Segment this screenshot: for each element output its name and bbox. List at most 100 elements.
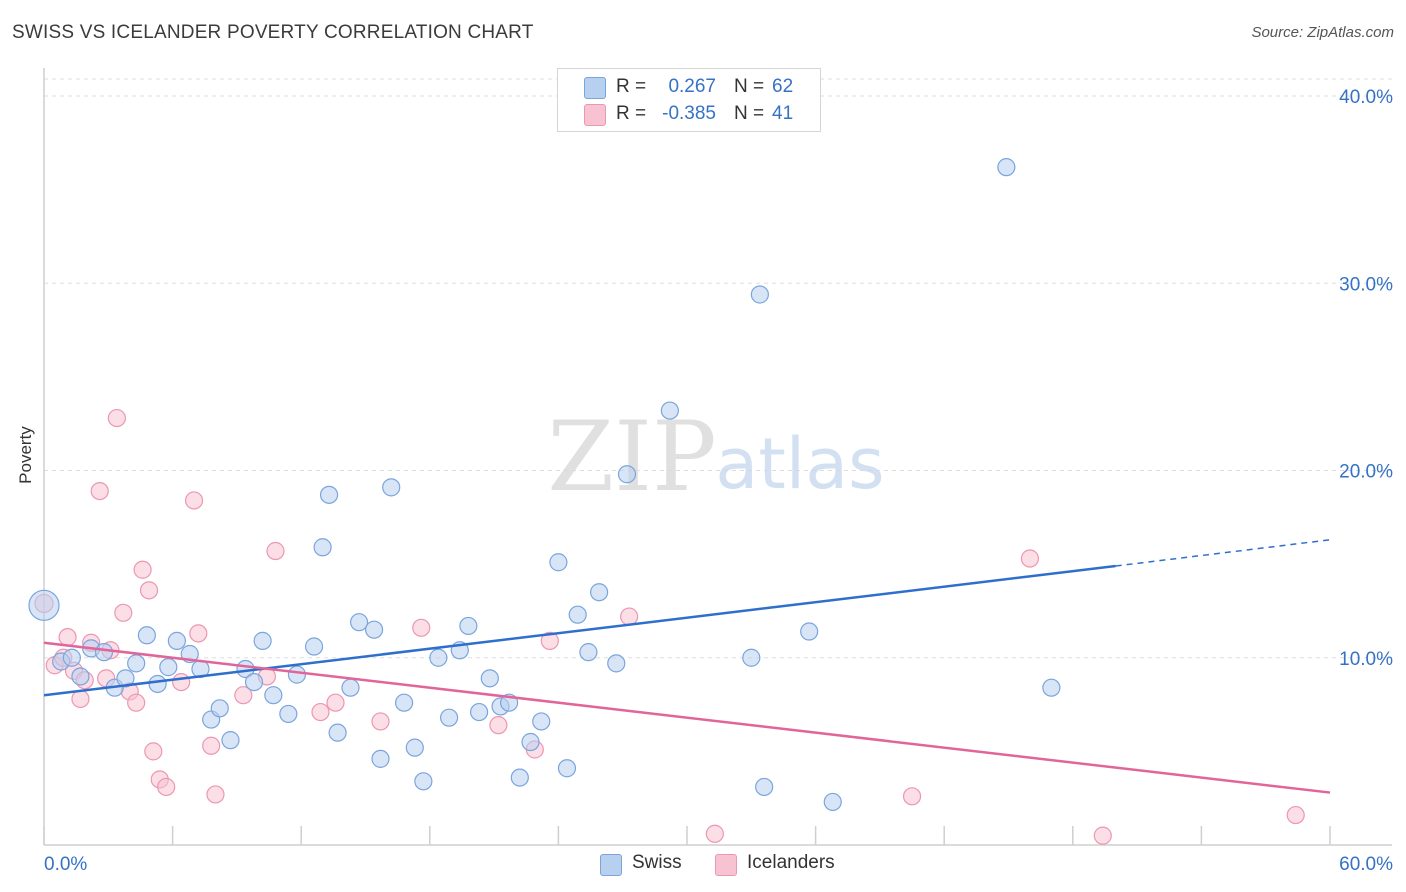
swiss-point xyxy=(287,665,307,684)
swiss-point xyxy=(750,285,769,304)
swiss-point xyxy=(439,708,459,727)
swiss-point xyxy=(1042,678,1061,697)
icelanders-point xyxy=(311,702,330,722)
icelanders-point xyxy=(157,777,176,797)
swiss-point xyxy=(319,485,339,504)
swiss-point xyxy=(244,672,264,692)
swiss-point xyxy=(617,465,637,484)
icelanders-point xyxy=(139,581,159,600)
swiss-point xyxy=(568,605,587,624)
icelanders-trend-line xyxy=(43,641,1331,794)
swiss-point xyxy=(382,478,401,497)
icelanders-point xyxy=(371,712,390,731)
swiss-point xyxy=(71,667,90,686)
swiss-point xyxy=(127,654,146,673)
swiss-swatch xyxy=(584,77,606,99)
swiss-point xyxy=(253,631,272,650)
swiss-point xyxy=(469,702,489,722)
swiss-point xyxy=(414,772,433,791)
icelanders-point xyxy=(1286,805,1305,825)
swiss-point xyxy=(405,738,424,757)
legend-n-value: 41 xyxy=(772,103,794,124)
swiss-trend-line xyxy=(43,564,1116,697)
swiss-point xyxy=(148,674,167,694)
legend-n-label: N = xyxy=(734,103,765,124)
icelanders-point xyxy=(107,408,126,428)
swiss-point xyxy=(521,732,540,752)
swiss-point xyxy=(997,158,1016,177)
swiss-point xyxy=(167,631,186,650)
swiss-point xyxy=(137,626,156,645)
icelanders-point xyxy=(489,716,508,735)
icelanders-point xyxy=(326,693,345,712)
swiss-point xyxy=(279,704,298,724)
swiss-point xyxy=(429,648,448,667)
icelanders-point xyxy=(1093,826,1112,845)
swiss-point xyxy=(328,723,347,742)
swiss-point xyxy=(742,648,761,667)
icelanders-point xyxy=(172,672,191,692)
icelanders-point xyxy=(206,785,225,804)
y-tick-label: 20.0% xyxy=(1339,462,1393,483)
icelanders-swatch xyxy=(584,104,606,126)
swiss-point xyxy=(823,792,842,812)
swiss-point xyxy=(94,643,114,662)
legend-swiss-label: Swiss xyxy=(632,852,682,873)
y-tick-label: 30.0% xyxy=(1339,274,1393,295)
icelanders-point xyxy=(412,618,431,637)
icelanders-point xyxy=(705,824,724,843)
swiss-point xyxy=(62,648,81,667)
icelanders-point xyxy=(133,560,152,579)
x-tick-label: 60.0% xyxy=(1339,854,1393,875)
swiss-point xyxy=(549,553,568,572)
axes xyxy=(43,68,1392,846)
legend-r-value: -0.385 xyxy=(662,103,716,124)
icelanders-point xyxy=(90,481,109,501)
icelanders-point xyxy=(127,693,146,712)
icelanders-point xyxy=(620,607,639,626)
watermark-atlas: atlas xyxy=(715,423,884,505)
legend-swiss-swatch xyxy=(600,854,622,876)
swiss-point xyxy=(607,654,626,673)
swiss-point xyxy=(800,622,819,641)
y-tick-label: 40.0% xyxy=(1339,87,1393,108)
legend-row-icelanders: R = -0.385 N = 41 xyxy=(558,100,820,128)
legend-n-value: 62 xyxy=(772,76,794,97)
swiss-point xyxy=(510,768,529,787)
swiss-trend-extension xyxy=(1115,539,1331,567)
legend-r-label: R = xyxy=(616,103,647,124)
icelanders-point xyxy=(114,603,133,622)
swiss-point xyxy=(28,589,60,621)
swiss-point xyxy=(349,613,369,632)
swiss-point xyxy=(364,620,384,639)
trend-lines xyxy=(43,539,1331,794)
swiss-point xyxy=(341,678,360,697)
source-label: Source: ZipAtlas.com xyxy=(1251,24,1394,41)
swiss-point xyxy=(313,538,332,557)
swiss-point xyxy=(590,583,609,602)
swiss-point xyxy=(116,669,135,688)
x-tick-label: 0.0% xyxy=(44,854,87,875)
legend-icelanders-swatch xyxy=(715,854,737,876)
swiss-point xyxy=(394,693,414,712)
tick-labels: 10.0% 20.0% 30.0% 40.0% 0.0% 60.0% xyxy=(44,87,1393,875)
swiss-point xyxy=(660,401,679,420)
swiss-point xyxy=(459,616,478,636)
swiss-point xyxy=(159,658,178,677)
swiss-point xyxy=(304,637,324,656)
swiss-point xyxy=(210,699,229,718)
icelanders-point xyxy=(540,631,559,650)
icelanders-point xyxy=(184,491,204,510)
icelanders-point xyxy=(71,689,90,709)
swiss-point xyxy=(264,686,283,705)
legend-n-label: N = xyxy=(734,76,765,97)
legend-icelanders-label: Icelanders xyxy=(747,852,835,873)
swiss-point xyxy=(221,731,240,750)
swiss-points xyxy=(28,158,1061,812)
icelanders-point xyxy=(202,736,221,755)
swiss-point xyxy=(480,669,499,688)
icelanders-point xyxy=(58,628,77,647)
swiss-point xyxy=(579,643,598,662)
icelanders-point xyxy=(902,787,922,806)
swiss-point xyxy=(532,712,551,731)
